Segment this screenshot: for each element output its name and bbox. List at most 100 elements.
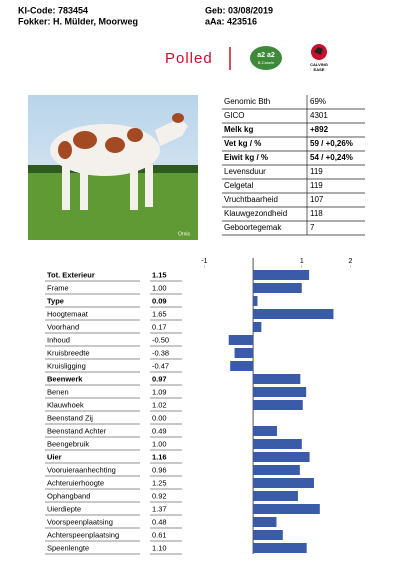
category-label: Inhoud [47,335,70,344]
category-label: Beenstand Zij [47,413,93,422]
value-label: 0.09 [152,296,167,305]
info-value: 4301 [310,111,328,120]
bar [253,322,262,332]
info-label: Geboortegemak [224,223,282,232]
photo-credit: Ornis [178,231,190,237]
info-value: 54 / +0,24% [310,153,353,162]
category-label: Kruisligging [47,361,86,370]
bar [253,387,307,397]
value-label: 0.17 [152,322,167,331]
category-label: Voorspeenplaatsing [47,517,113,526]
x-tick-label: -1 [201,258,207,265]
fokker: Fokker: H. Mülder, Moorweg [18,16,138,26]
calving-text: CALVING [310,62,328,67]
category-label: Voorhand [47,322,79,331]
category-label: Achteruierhoogte [47,478,104,487]
bar [253,270,310,280]
category-label: Beenwerk [47,374,83,383]
info-label: Melk kg [224,125,253,134]
category-label: Type [47,296,64,305]
bar [253,478,314,488]
category-label: Vooruieraanhechting [47,465,116,474]
value-label: 1.00 [152,439,167,448]
casein-text: B-Casein [258,60,274,65]
x-tick-label: 2 [349,258,353,265]
value-label: -0.38 [152,348,169,357]
bar [253,439,302,449]
category-label: Achterspeenplaatsing [47,530,119,539]
x-tick-label: 1 [300,258,304,265]
value-label: 1.65 [152,309,167,318]
bar [253,374,301,384]
info-value: 69% [310,97,326,106]
bar [253,296,258,306]
category-label: Beenstand Achter [47,426,107,435]
bar [253,452,310,462]
bar [253,530,283,540]
category-label: Uier [47,452,62,461]
value-label: 1.25 [152,478,167,487]
category-label: Kruisbreedte [47,348,90,357]
category-label: Hoogtemaat [47,309,89,318]
aaa: aAa: 423516 [205,16,257,26]
bar [253,426,277,436]
bar [230,361,254,371]
value-label: 0.00 [152,413,167,422]
polled-text: Polled [165,50,213,67]
value-label: 0.96 [152,465,167,474]
category-label: Ophangband [47,491,90,500]
bar [253,465,300,475]
info-label: Eiwit kg / % [224,153,268,162]
category-label: Benen [47,387,69,396]
category-label: Klauwhoek [47,400,84,409]
info-value: 119 [310,167,323,176]
info-value: 119 [310,181,323,190]
category-label: Tot. Exterieur [47,270,95,279]
info-value: 59 / +0,26% [310,139,353,148]
ease-text: EASE [314,67,325,72]
info-label: Vruchtbaarheid [224,195,278,204]
value-label: 0.61 [152,530,167,539]
bar [253,400,303,410]
ki-code: KI-Code: 783454 [18,5,88,15]
value-label: 0.92 [152,491,167,500]
info-value: 107 [310,195,324,204]
value-label: 0.97 [152,374,167,383]
category-label: Speenlengte [47,543,89,552]
polled-logo: Polled [165,47,231,70]
bar [228,335,254,345]
category-label: Frame [47,283,69,292]
value-label: -0.47 [152,361,169,370]
info-label: Levensduur [224,167,266,176]
info-label: Vet kg / % [224,139,261,148]
bar [253,309,334,319]
bar [253,491,298,501]
bar [253,543,307,553]
category-label: Beengebruik [47,439,89,448]
cow-photo: Ornis [28,95,198,240]
value-label: 1.09 [152,387,167,396]
info-value: 118 [310,209,323,218]
info-label: Celgetal [224,181,254,190]
bar [234,348,254,358]
bar [253,504,320,514]
category-label: Uierdiepte [47,504,81,513]
a2-text: a2 a2 [257,52,275,59]
value-label: -0.50 [152,335,169,344]
value-label: 1.10 [152,543,167,552]
info-value: +892 [310,125,329,134]
geb: Geb: 03/08/2019 [205,5,273,15]
info-label: GICO [224,111,244,120]
value-label: 0.49 [152,426,167,435]
value-label: 1.00 [152,283,167,292]
value-label: 0.48 [152,517,167,526]
a2-logo: a2 a2 B-Casein [250,46,282,70]
info-value: 7 [310,223,315,232]
calving-logo: CALVING EASE [310,44,328,72]
value-label: 1.15 [152,270,167,279]
info-label: Klauwgezondheid [224,209,287,218]
bar [253,517,277,527]
value-label: 1.16 [152,452,167,461]
value-label: 1.37 [152,504,167,513]
